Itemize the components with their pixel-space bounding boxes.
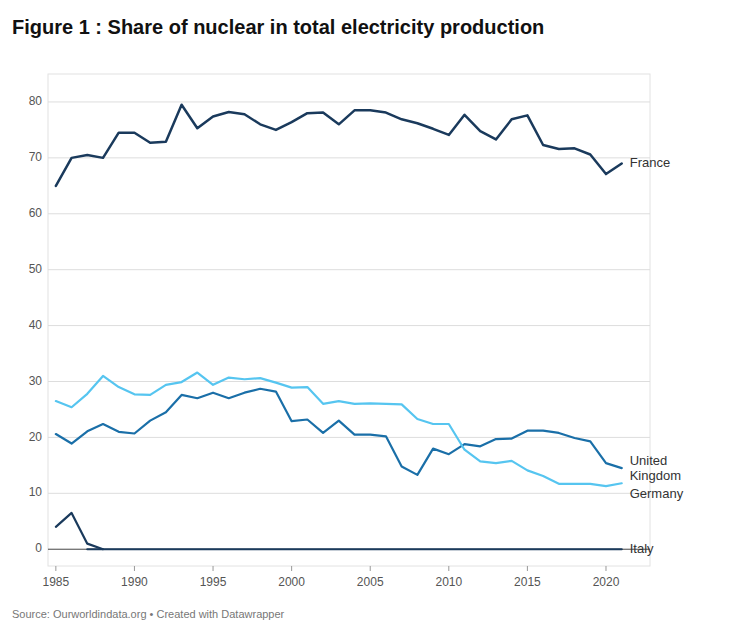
x-tick (134, 566, 135, 571)
title: Figure 1 : Share of nuclear in total ele… (12, 16, 544, 38)
x-tick (370, 566, 371, 571)
plot-frame (48, 74, 650, 566)
x-tick-label: 2010 (435, 575, 462, 589)
series-label: Italy (630, 541, 654, 556)
x-tick (527, 566, 528, 571)
grid-line (48, 101, 650, 102)
grid-line (48, 493, 650, 494)
grid-line (48, 269, 650, 270)
source: Source: Ourworldindata.org • Created wit… (12, 608, 285, 620)
y-tick-label: 40 (29, 318, 43, 332)
y-tick-label: 50 (29, 262, 43, 276)
x-tick (213, 566, 214, 571)
y-tick-label: 20 (29, 430, 43, 444)
x-tick-label: 2005 (357, 575, 384, 589)
y-tick-label: 60 (29, 206, 43, 220)
grid-line (48, 213, 650, 214)
x-tick (448, 566, 449, 571)
x-tick-label: 2020 (593, 575, 620, 589)
y-tick-label: 70 (29, 150, 43, 164)
y-tick-label: 30 (29, 374, 43, 388)
x-tick-label: 1990 (121, 575, 148, 589)
x-tick (55, 566, 56, 571)
grid (48, 102, 650, 549)
series-line (87, 548, 621, 550)
x-tick-label: 1985 (43, 575, 70, 589)
y-tick-label: 0 (35, 541, 42, 555)
series-line (56, 373, 622, 487)
series-label: Germany (630, 486, 684, 501)
series-line (56, 513, 103, 549)
x-tick-label: 1995 (200, 575, 227, 589)
x-tick-label: 2000 (278, 575, 305, 589)
grid-line (48, 157, 650, 158)
x-tick (605, 566, 606, 571)
x-tick (291, 566, 292, 571)
grid-line (48, 381, 650, 382)
series-line (56, 105, 622, 186)
series-label: France (630, 155, 670, 170)
grid-line (48, 325, 650, 326)
grid-line (48, 437, 650, 438)
series-label: UnitedKingdom (630, 453, 681, 483)
chart: Figure 1 : Share of nuclear in total ele… (0, 0, 754, 630)
zero-line (48, 549, 650, 550)
y-tick-label: 80 (29, 94, 43, 108)
x-tick-label: 2015 (514, 575, 541, 589)
background (0, 0, 754, 630)
y-tick-label: 10 (29, 485, 43, 499)
lines (56, 105, 622, 549)
